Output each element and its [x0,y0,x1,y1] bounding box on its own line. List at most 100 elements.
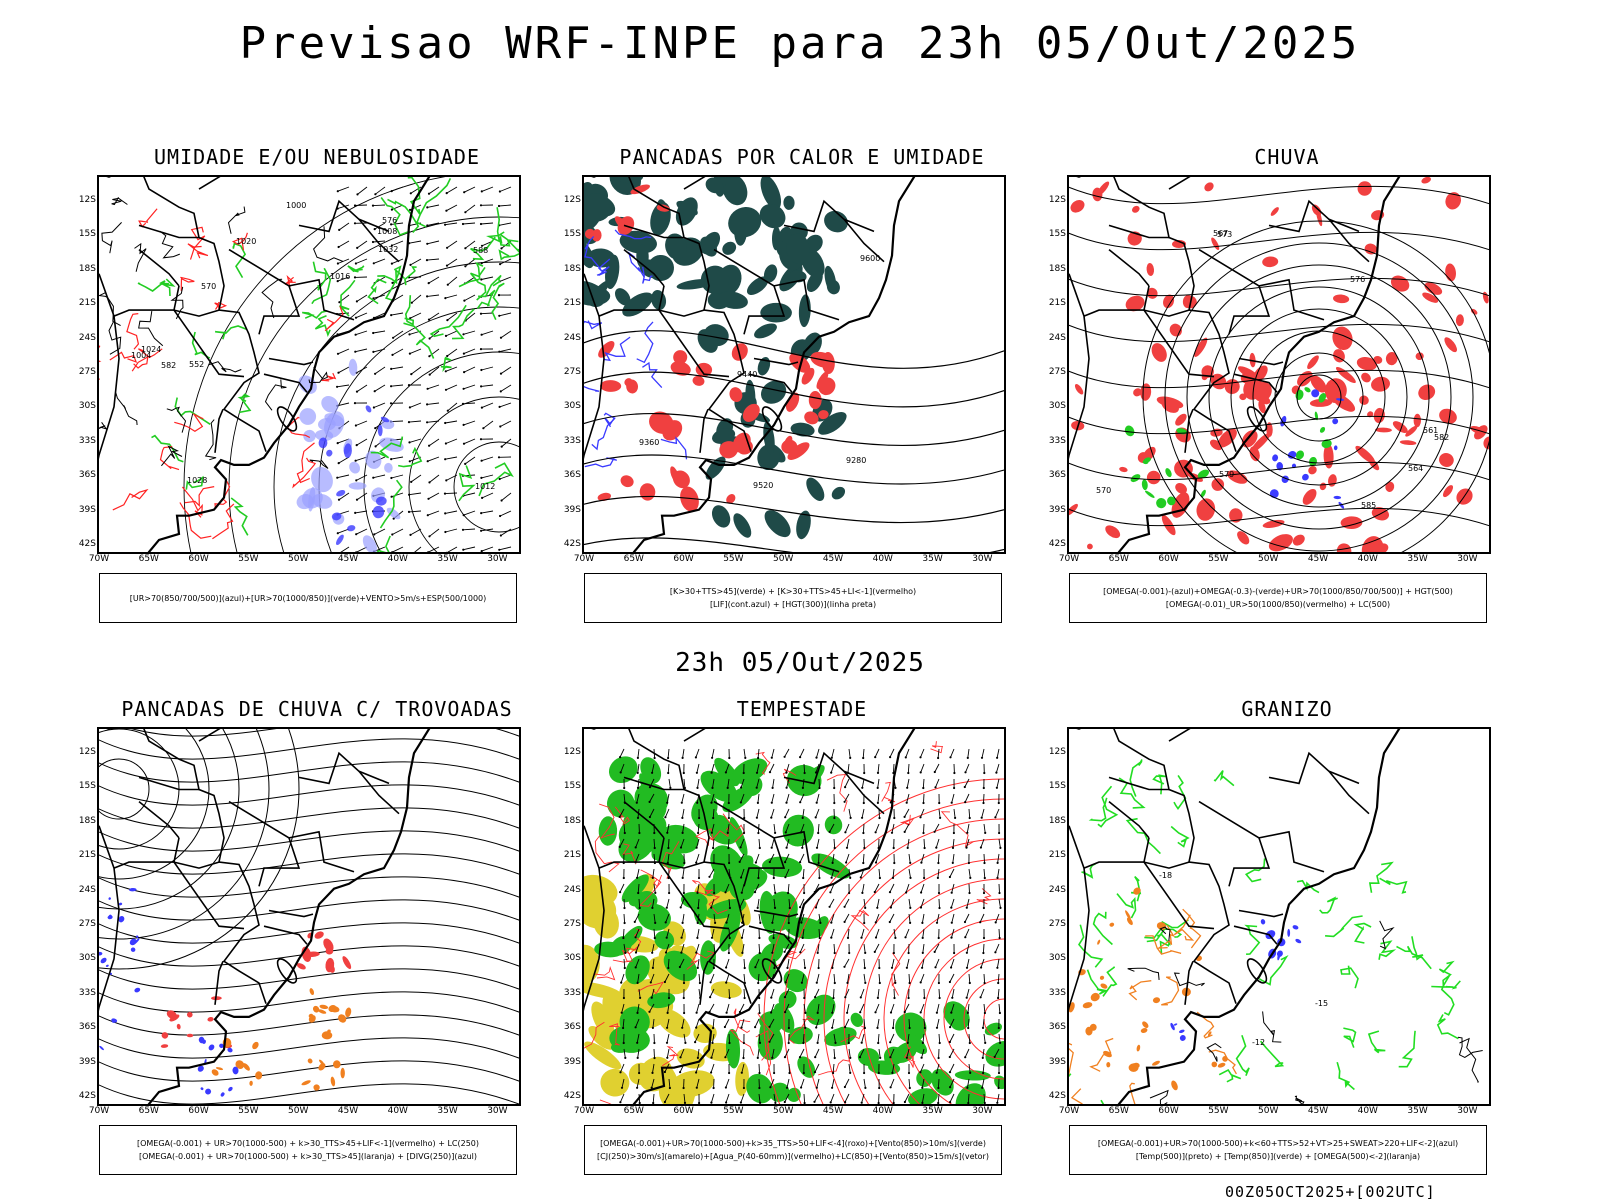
lon-tick-label: 65W [1099,1106,1139,1116]
lat-tick-label: 27S [62,919,96,929]
lat-tick-label: 12S [62,195,96,205]
legend-line: [OMEGA(-0.01)_UR>50(1000/850)(vermelho) … [1070,598,1486,611]
map-granizo[interactable]: -18-15-12 [1067,727,1491,1106]
lat-tick-label: 21S [547,298,581,308]
lon-tick-label: 45W [328,1106,368,1116]
panel-title: UMIDADE E/OU NEBULOSIDADE [62,145,572,169]
lat-tick-label: 33S [1032,436,1066,446]
contour-label: 1020 [236,237,256,246]
lat-tick-label: 27S [547,367,581,377]
lat-tick-label: 21S [547,850,581,860]
lon-tick-label: 30W [1447,1106,1487,1116]
lat-tick-label: 24S [547,885,581,895]
lon-tick-label: 55W [713,554,753,564]
lon-tick-label: 60W [179,554,219,564]
lon-tick-label: 70W [1049,1106,1089,1116]
panel-title: CHUVA [1032,145,1542,169]
lat-tick-label: 36S [547,1022,581,1032]
lon-tick-label: 50W [1248,554,1288,564]
lat-tick-label: 42S [62,1091,96,1101]
contour-label: 9440 [737,370,757,379]
lat-tick-label: 12S [1032,195,1066,205]
lat-tick-label: 42S [1032,1091,1066,1101]
contour-label: 585 [1361,501,1376,510]
lat-tick-label: 15S [62,781,96,791]
lat-tick-label: 39S [547,505,581,515]
lon-tick-label: 50W [763,1106,803,1116]
lat-tick-label: 36S [1032,470,1066,480]
contour-label: 1012 [475,482,495,491]
panel-legend: [UR>70(850/700/500)](azul)+[UR>70(1000/8… [99,573,517,623]
lon-tick-label: 65W [614,554,654,564]
lat-tick-label: 18S [62,816,96,826]
contour-label: 567 [1213,229,1228,238]
lat-tick-label: 30S [547,401,581,411]
lon-tick-label: 60W [179,1106,219,1116]
main-title: Previsao WRF-INPE para 23h 05/Out/2025 [0,18,1600,69]
lon-tick-label: 45W [813,554,853,564]
contour-label: 1000 [286,201,306,210]
lon-tick-label: 55W [228,554,268,564]
lat-tick-label: 42S [62,539,96,549]
lat-tick-label: 42S [547,539,581,549]
lon-tick-label: 60W [1149,1106,1189,1116]
lon-tick-label: 50W [278,1106,318,1116]
lon-tick-label: 50W [1248,1106,1288,1116]
contour-label: 582 [161,361,176,370]
lat-tick-label: 42S [547,1091,581,1101]
lat-tick-label: 33S [62,436,96,446]
contour-label: -12 [1252,1038,1265,1047]
lat-tick-label: 24S [1032,333,1066,343]
legend-line: [OMEGA(-0.001)+UR>70(1000-500)+k>35_TTS>… [585,1137,1001,1150]
lon-tick-label: 35W [428,554,468,564]
map-tempestade[interactable] [582,727,1006,1106]
lat-tick-label: 33S [1032,988,1066,998]
contour-label: 9360 [639,438,659,447]
legend-line: [K>30+TTS>45](verde) + [K>30+TTS>45+LI<-… [585,585,1001,598]
map-canvas: 1008101210161020102410281032100410005525… [99,177,519,552]
contour-label: 570 [201,282,216,291]
legend-line: [OMEGA(-0.001)-(azul)+OMEGA(-0.3)-(verde… [1070,585,1486,598]
contour-label: 588 [473,246,488,255]
lat-tick-label: 39S [1032,505,1066,515]
lat-tick-label: 27S [1032,367,1066,377]
lon-tick-label: 50W [763,554,803,564]
legend-line: [OMEGA(-0.001) + UR>70(1000-500) + k>30_… [100,1137,516,1150]
legend-line: [UR>70(850/700/500)](azul)+[UR>70(1000/8… [100,592,516,605]
lat-tick-label: 15S [547,229,581,239]
contour-label: 9280 [846,456,866,465]
lat-tick-label: 33S [547,436,581,446]
lat-tick-label: 24S [62,333,96,343]
lon-tick-label: 70W [564,554,604,564]
lon-tick-label: 35W [1398,554,1438,564]
panel-legend: [OMEGA(-0.001)+UR>70(1000-500)+k>35_TTS>… [584,1125,1002,1175]
lon-tick-label: 45W [1298,554,1338,564]
lon-tick-label: 65W [1099,554,1139,564]
lon-tick-label: 60W [664,554,704,564]
lon-tick-label: 70W [79,554,119,564]
panel-tempestade: TEMPESTADE [OMEGA(-0.001)+UR>70(1000-500… [547,697,1057,1197]
lon-tick-label: 65W [614,1106,654,1116]
lat-tick-label: 30S [1032,401,1066,411]
forecast-time-label: 23h 05/Out/2025 [0,648,1600,678]
lon-tick-label: 40W [863,554,903,564]
lat-tick-label: 39S [62,505,96,515]
lon-tick-label: 30W [477,554,517,564]
map-pancadas-trovoadas[interactable] [97,727,521,1106]
contour-label: 552 [189,360,204,369]
contour-label: 576 [382,216,397,225]
lon-tick-label: 40W [378,1106,418,1116]
contour-label: 570 [1096,486,1111,495]
lat-tick-label: 21S [62,298,96,308]
lon-tick-label: 65W [129,554,169,564]
lon-tick-label: 50W [278,554,318,564]
panel-legend: [K>30+TTS>45](verde) + [K>30+TTS>45+LI<-… [584,573,1002,623]
lon-tick-label: 70W [79,1106,119,1116]
legend-line: [Temp(500)](preto) + [Temp(850)](verde) … [1070,1150,1486,1163]
lat-tick-label: 24S [1032,885,1066,895]
